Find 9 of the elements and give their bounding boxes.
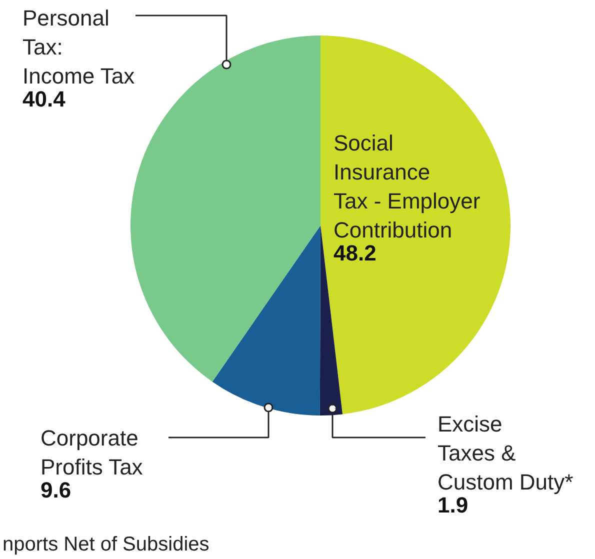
data-label: 1.9 (438, 492, 468, 518)
slice-label: Excise Taxes & Custom Duty* (438, 412, 574, 494)
data-label: 48.2 (334, 240, 376, 266)
slice-label: Social Insurance Tax - Employer Contribution (334, 130, 480, 242)
slice-label: Corporate Profits Tax (40, 426, 143, 480)
data-label: 40.4 (22, 86, 66, 112)
slice-label: Personal Tax: Income Tax (22, 6, 135, 88)
data-label: 9.6 (40, 478, 72, 502)
text: nports Net of Subsidies (2, 534, 210, 556)
